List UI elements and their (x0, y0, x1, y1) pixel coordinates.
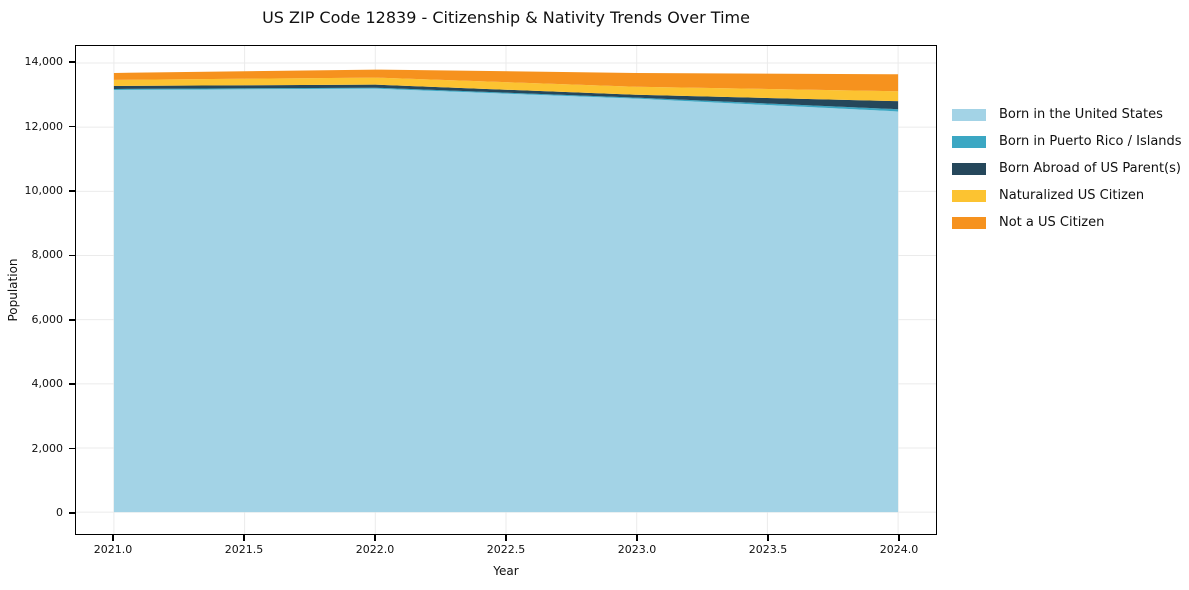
legend-swatch (952, 162, 986, 175)
chart-title: US ZIP Code 12839 - Citizenship & Nativi… (262, 8, 750, 27)
x-tick-mark (636, 535, 638, 541)
x-tick-mark (243, 535, 245, 541)
y-tick-label: 0 (56, 506, 63, 520)
y-tick-label: 6,000 (31, 312, 64, 326)
x-tick-label: 2023.5 (748, 543, 788, 556)
x-tick-mark (374, 535, 376, 541)
legend-swatch (952, 108, 986, 121)
y-tick-label: 2,000 (31, 441, 64, 455)
x-tick-label: 2021.0 (93, 543, 133, 556)
y-axis-label: Population (6, 258, 20, 322)
legend-item: Born in the United States (952, 101, 1182, 128)
legend-label: Born in the United States (999, 107, 1163, 122)
legend-swatch (952, 216, 986, 229)
x-tick-label: 2023.0 (617, 543, 657, 556)
y-tick-mark (69, 319, 75, 321)
y-tick-mark (69, 61, 75, 63)
x-tick-label: 2021.5 (224, 543, 264, 556)
y-tick-label: 8,000 (31, 248, 64, 262)
legend-item: Born Abroad of US Parent(s) (952, 155, 1182, 182)
legend-label: Born Abroad of US Parent(s) (999, 161, 1181, 176)
y-tick-mark (69, 383, 75, 385)
area-series (113, 88, 899, 513)
legend-label: Not a US Citizen (999, 215, 1105, 230)
area-series (113, 69, 899, 92)
x-tick-mark (112, 535, 114, 541)
y-tick-label: 4,000 (31, 377, 64, 391)
legend-swatch (952, 189, 986, 202)
x-tick-mark (767, 535, 769, 541)
legend-item: Naturalized US Citizen (952, 182, 1182, 209)
plot-area (75, 45, 937, 535)
x-tick-label: 2024.0 (879, 543, 919, 556)
y-tick-mark (69, 190, 75, 192)
legend: Born in the United States Born in Puerto … (952, 101, 1182, 236)
y-tick-mark (69, 512, 75, 514)
legend-item: Born in Puerto Rico / Islands (952, 128, 1182, 155)
x-tick-label: 2022.0 (355, 543, 395, 556)
y-tick-mark (69, 125, 75, 128)
x-tick-mark (898, 535, 900, 541)
area-series (113, 77, 899, 102)
x-axis-label: Year (493, 564, 519, 578)
x-tick-label: 2022.5 (486, 543, 526, 556)
legend-label: Naturalized US Citizen (999, 188, 1145, 203)
y-tick-label: 12,000 (24, 119, 64, 133)
y-tick-label: 10,000 (24, 183, 64, 197)
legend-swatch (952, 135, 986, 148)
legend-item: Not a US Citizen (952, 209, 1182, 236)
y-tick-label: 14,000 (24, 55, 64, 69)
legend-label: Born in Puerto Rico / Islands (999, 134, 1182, 149)
y-tick-mark (69, 254, 75, 257)
x-tick-mark (505, 535, 507, 541)
stacked-area-chart (76, 46, 936, 534)
area-series (113, 84, 899, 110)
y-tick-mark (69, 447, 75, 450)
